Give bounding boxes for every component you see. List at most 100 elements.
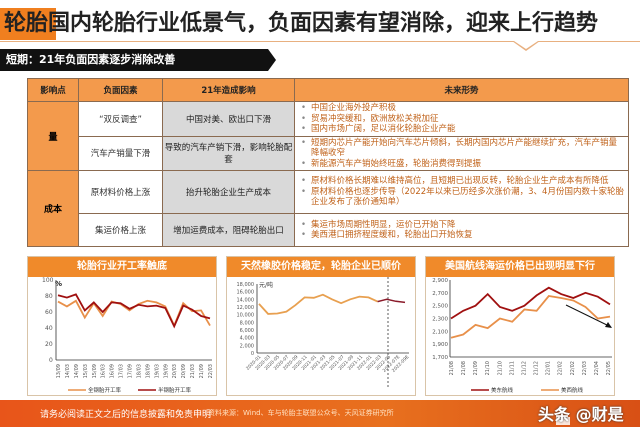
svg-text:18,000: 18,000 [237,282,255,288]
category-volume: 量 [27,101,79,171]
svg-text:14,000: 14,000 [237,297,255,303]
section-banner: 短期：21年负面因素逐步消除改善 [0,49,276,71]
title-divider [0,41,640,42]
svg-text:0: 0 [251,351,254,357]
impact-cell: 导致的汽车产销下滑，影响轮胎配套 [162,135,295,171]
svg-text:2,300: 2,300 [432,317,448,323]
factor-cell: 原材料价格上涨 [78,170,163,214]
svg-text:15/09: 15/09 [92,364,98,378]
svg-text:2,700: 2,700 [432,291,448,297]
chart-rubber-price: 天然橡胶价格稳定，轮胎企业已顺价 0 2,000 4,000 6,000 8,000 10… [226,256,416,396]
svg-text:22/05: 22/05 [606,361,612,375]
table-row: 集运价格上涨 增加运费成本，阻碍轮胎出口 集运市场周期性明显，运价已开始下降 美… [28,213,629,247]
header-2021-impact: 21年造成影响 [162,78,295,102]
trend-item: 原材料价格也逐步传导（2022年以来已历经多次涨价潮，3、4月份国内数十家轮胎企… [301,187,624,208]
svg-text:16/03: 16/03 [101,364,107,378]
svg-text:21/12: 21/12 [534,361,540,375]
svg-text:16/09: 16/09 [110,364,116,378]
trend-cell: 集运市场周期性明显，运价已开始下降 美西港口拥挤程度缓和，轮胎出口开始恢复 [294,213,629,247]
legend-label: 全钢胎开工率 [88,386,122,394]
y-unit: 元/吨 [259,281,273,289]
svg-text:18/09: 18/09 [145,364,151,378]
svg-text:21/10: 21/10 [485,361,491,375]
svg-text:2,900: 2,900 [432,278,448,284]
factor-cell: “双反调查” [78,101,163,137]
svg-text:21/11: 21/11 [509,361,515,375]
svg-text:15/03: 15/03 [83,364,89,378]
svg-text:1,900: 1,900 [432,342,448,348]
header-negative-factor: 负面因素 [78,78,163,102]
svg-text:2,000: 2,000 [240,343,254,349]
svg-text:21/10: 21/10 [497,361,503,375]
svg-text:19/03: 19/03 [154,364,160,378]
title-notch-inner [514,41,538,49]
arrow-head-icon [605,322,612,328]
svg-text:40: 40 [45,325,53,332]
svg-text:21/12: 21/12 [521,361,527,375]
chart-plot: 02,0004,0006,0008,00010,00012,00014,0001… [237,277,411,387]
svg-text:18/03: 18/03 [136,364,142,378]
header-future-trend: 未来形势 [294,78,629,102]
trend-item: 集运市场周期性明显，运价已开始下降 [301,220,624,231]
svg-text:20/03: 20/03 [172,364,178,378]
svg-text:14/03: 14/03 [65,364,71,378]
legend-label: 半钢胎开工率 [158,386,192,394]
legend-label: 美东航线 [491,386,514,394]
chart-plot: 1,700 1,900 2,100 2,300 2,500 2,700 2,900 21/0… [432,278,612,394]
svg-text:13/09: 13/09 [56,364,62,378]
header-impact-point: 影响点 [27,78,79,102]
trend-cell: 原材料价格长期难以维持高位，且短期已出现反转，轮胎企业生产成本有所降低 原材料价… [294,170,629,214]
svg-text:2,500: 2,500 [432,304,448,310]
svg-text:21/08: 21/08 [449,361,455,375]
trend-item: 原材料价格长期难以维持高位，且短期已出现反转，轮胎企业生产成本有所降低 [301,176,624,187]
svg-text:100: 100 [42,277,54,284]
svg-text:21/03: 21/03 [190,364,196,378]
watermark: 头条 @财是 [538,405,624,424]
table-row: 汽车产销量下滑 导致的汽车产销下滑，影响轮胎配套 短期内芯片产能开始向汽车芯片倾… [28,135,629,171]
footer-source: 资料来源：Wind、车与轮胎主联盟公众号、天风证券研究所 [208,409,394,417]
trend-item: 贸易冲突缓和，欧洲放松关税加征 [301,114,624,125]
footer-bar: 请务必阅读正文之后的信息披露和免责申明 资料来源：Wind、车与轮胎主联盟公众号… [0,400,640,427]
svg-text:22/04: 22/04 [594,361,600,375]
svg-text:17/03: 17/03 [119,364,125,378]
svg-text:19/09: 19/09 [163,364,169,378]
svg-text:1,700: 1,700 [432,355,448,361]
svg-text:22/01: 22/01 [546,361,552,375]
svg-text:6,000: 6,000 [240,328,254,334]
trend-item: 中国企业海外投产积极 [301,103,624,114]
trend-arrow-icon [565,304,612,328]
svg-text:20: 20 [45,341,53,348]
category-cost: 成本 [27,170,79,247]
svg-text:21/09: 21/09 [199,364,205,378]
page-title: 轮胎国内轮胎行业低景气，负面因素有望消除，迎来上行趋势 [4,11,599,36]
legend-label: 美西航线 [561,386,584,394]
svg-text:4,000: 4,000 [240,336,254,342]
table-header-row: 影响点 负面因素 21年造成影响 未来形势 [27,78,629,102]
svg-text:22/02: 22/02 [558,361,564,375]
svg-text:20/09: 20/09 [181,364,187,378]
svg-text:12,000: 12,000 [237,305,255,311]
factor-cell: 汽车产销量下滑 [78,135,163,171]
svg-text:80: 80 [45,293,53,300]
svg-text:22/03: 22/03 [582,361,588,375]
svg-text:22/02: 22/02 [570,361,576,375]
chart-title: 美国航线海运价格已出现明显下行 [426,257,614,277]
chart-shipping-price: 美国航线海运价格已出现明显下行 1,700 1,900 2,100 2,300 2,50… [425,256,615,396]
trend-item: 短期内芯片产能开始向汽车芯片倾斜，长期内国内芯片产能继续扩充，汽车产销量降幅收窄 [301,138,624,159]
trend-item: 新能源汽车产销始终旺盛，轮胎消费得到提振 [301,159,624,170]
trend-item: 国内市场广阔，足以消化轮胎企业产能 [301,124,624,135]
svg-text:0: 0 [49,357,53,364]
svg-text:17/09: 17/09 [128,364,134,378]
svg-text:22/03: 22/03 [208,364,214,378]
svg-text:14/09: 14/09 [74,364,80,378]
y-unit: % [55,280,62,288]
brand-logo-icon [556,417,570,425]
factor-cell: 集运价格上涨 [78,213,163,247]
impact-cell: 增加运费成本，阻碍轮胎出口 [162,213,295,247]
impact-cell: 中国对美、欧出口下滑 [162,101,295,137]
table-row: 成本 原材料价格上涨 抬升轮胎企业生产成本 原材料价格长期难以维持高位，且短期已… [27,170,629,247]
svg-text:16,000: 16,000 [237,290,255,296]
svg-text:10,000: 10,000 [237,313,255,319]
svg-text:2,100: 2,100 [432,329,448,335]
svg-text:60: 60 [45,309,53,316]
